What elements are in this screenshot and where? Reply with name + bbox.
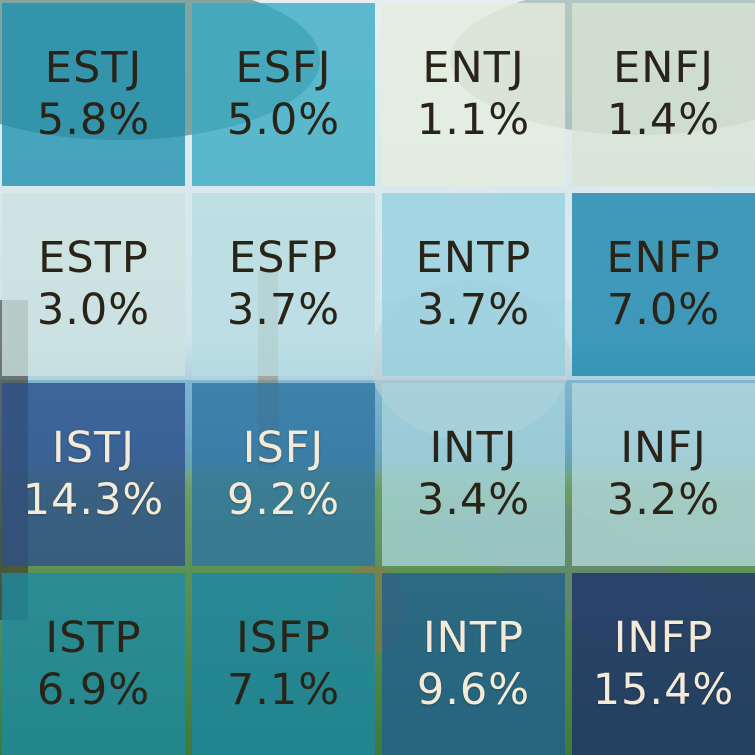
heatmap-cell-isfj: ISFJ 9.2% bbox=[192, 383, 375, 566]
heatmap-cell-esfj: ESFJ 5.0% bbox=[192, 3, 375, 186]
heatmap-cell-isfp: ISFP 7.1% bbox=[192, 573, 375, 755]
cell-percentage-label: 3.7% bbox=[416, 284, 531, 335]
cell-percentage-label: 1.1% bbox=[416, 94, 531, 145]
heatmap-cell-enfp: ENFP 7.0% bbox=[572, 193, 755, 376]
heatmap-cell-esfp: ESFP 3.7% bbox=[192, 193, 375, 376]
cell-type-label: ENTJ bbox=[422, 42, 525, 93]
cell-percentage-label: 7.0% bbox=[606, 284, 721, 335]
heatmap-cell-entp: ENTP 3.7% bbox=[382, 193, 565, 376]
heatmap-cell-infp: INFP 15.4% bbox=[572, 573, 755, 755]
heatmap-cell-istp: ISTP 6.9% bbox=[2, 573, 185, 755]
cell-type-label: ENTP bbox=[415, 232, 532, 283]
heatmap-cell-estj: ESTJ 5.8% bbox=[2, 3, 185, 186]
heatmap-cell-estp: ESTP 3.0% bbox=[2, 193, 185, 376]
cell-percentage-label: 1.4% bbox=[606, 94, 721, 145]
cell-percentage-label: 3.7% bbox=[226, 284, 341, 335]
cell-percentage-label: 9.6% bbox=[416, 664, 531, 715]
cell-type-label: INTJ bbox=[429, 422, 518, 473]
cell-percentage-label: 3.4% bbox=[416, 474, 531, 525]
cell-type-label: ENFP bbox=[606, 232, 721, 283]
cell-type-label: ISTJ bbox=[52, 422, 135, 473]
cell-type-label: ESFP bbox=[228, 232, 339, 283]
cell-percentage-label: 5.0% bbox=[226, 94, 341, 145]
cell-type-label: ESTJ bbox=[44, 42, 143, 93]
cell-type-label: INTP bbox=[422, 612, 525, 663]
cell-type-label: INFP bbox=[613, 612, 714, 663]
heatmap-cell-enfj: ENFJ 1.4% bbox=[572, 3, 755, 186]
cell-type-label: ISTP bbox=[45, 612, 142, 663]
cell-type-label: ESFJ bbox=[235, 42, 332, 93]
cell-percentage-label: 7.1% bbox=[226, 664, 341, 715]
cell-percentage-label: 14.3% bbox=[22, 474, 165, 525]
heatmap-cell-istj: ISTJ 14.3% bbox=[2, 383, 185, 566]
cell-percentage-label: 3.2% bbox=[606, 474, 721, 525]
heatmap-cell-entj: ENTJ 1.1% bbox=[382, 3, 565, 186]
cell-percentage-label: 3.0% bbox=[36, 284, 151, 335]
cell-percentage-label: 6.9% bbox=[36, 664, 151, 715]
heatmap-cell-intp: INTP 9.6% bbox=[382, 573, 565, 755]
cell-type-label: ISFJ bbox=[242, 422, 325, 473]
cell-type-label: INFJ bbox=[620, 422, 707, 473]
heatmap-cell-infj: INFJ 3.2% bbox=[572, 383, 755, 566]
cell-percentage-label: 9.2% bbox=[226, 474, 341, 525]
cell-type-label: ISFP bbox=[236, 612, 331, 663]
cell-percentage-label: 5.8% bbox=[36, 94, 151, 145]
cell-type-label: ENFJ bbox=[613, 42, 714, 93]
cell-percentage-label: 15.4% bbox=[592, 664, 735, 715]
heatmap-cell-intj: INTJ 3.4% bbox=[382, 383, 565, 566]
cell-type-label: ESTP bbox=[38, 232, 149, 283]
